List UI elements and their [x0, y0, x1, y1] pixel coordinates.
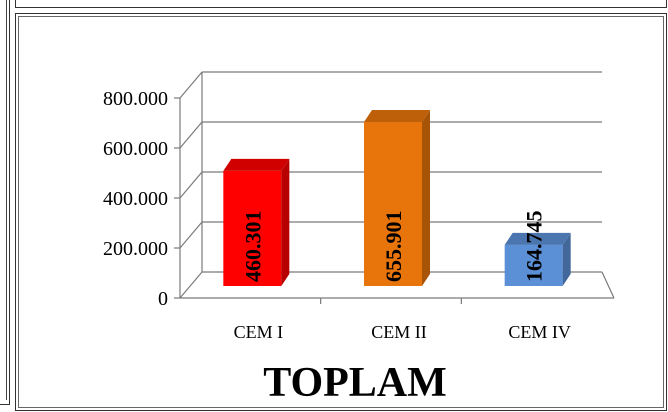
y-tick-label: 600.000: [103, 138, 168, 160]
chart-frame: [15, 13, 667, 411]
y-tick-label: 0: [158, 288, 168, 310]
bar: [504, 244, 563, 286]
data-label: 164.745: [522, 211, 547, 283]
data-label: 655.901: [381, 211, 406, 283]
x-tick-label: CEM II: [371, 322, 427, 342]
side-wall-line: [179, 171, 203, 199]
bar-side: [562, 232, 571, 286]
side-wall-line: [179, 71, 203, 99]
bar-top: [223, 158, 290, 171]
top-panel-edge: [15, 0, 667, 8]
data-label: 460.301: [240, 211, 265, 283]
bar-side: [281, 158, 290, 286]
y-tick-label: 200.000: [103, 238, 168, 260]
x-tick-label: CEM IV: [508, 322, 571, 342]
chart-title: TOPLAM: [263, 360, 447, 406]
x-tick-label: CEM I: [234, 322, 284, 342]
left-panel-edge: [0, 0, 10, 405]
bar: [364, 122, 422, 286]
left-panel-inner-edge: [3, 0, 7, 400]
side-wall-line: [179, 221, 203, 249]
side-wall-line: [179, 121, 203, 149]
bar: [223, 170, 282, 286]
bar-top: [364, 110, 430, 123]
bar-top: [504, 232, 571, 245]
y-tick-label: 800.000: [103, 88, 168, 110]
chart-frame-inner: [18, 16, 664, 408]
bar-side: [422, 110, 430, 286]
floor-edge: [601, 271, 615, 299]
y-tick-label: 400.000: [103, 188, 168, 210]
side-wall-line: [179, 271, 203, 299]
